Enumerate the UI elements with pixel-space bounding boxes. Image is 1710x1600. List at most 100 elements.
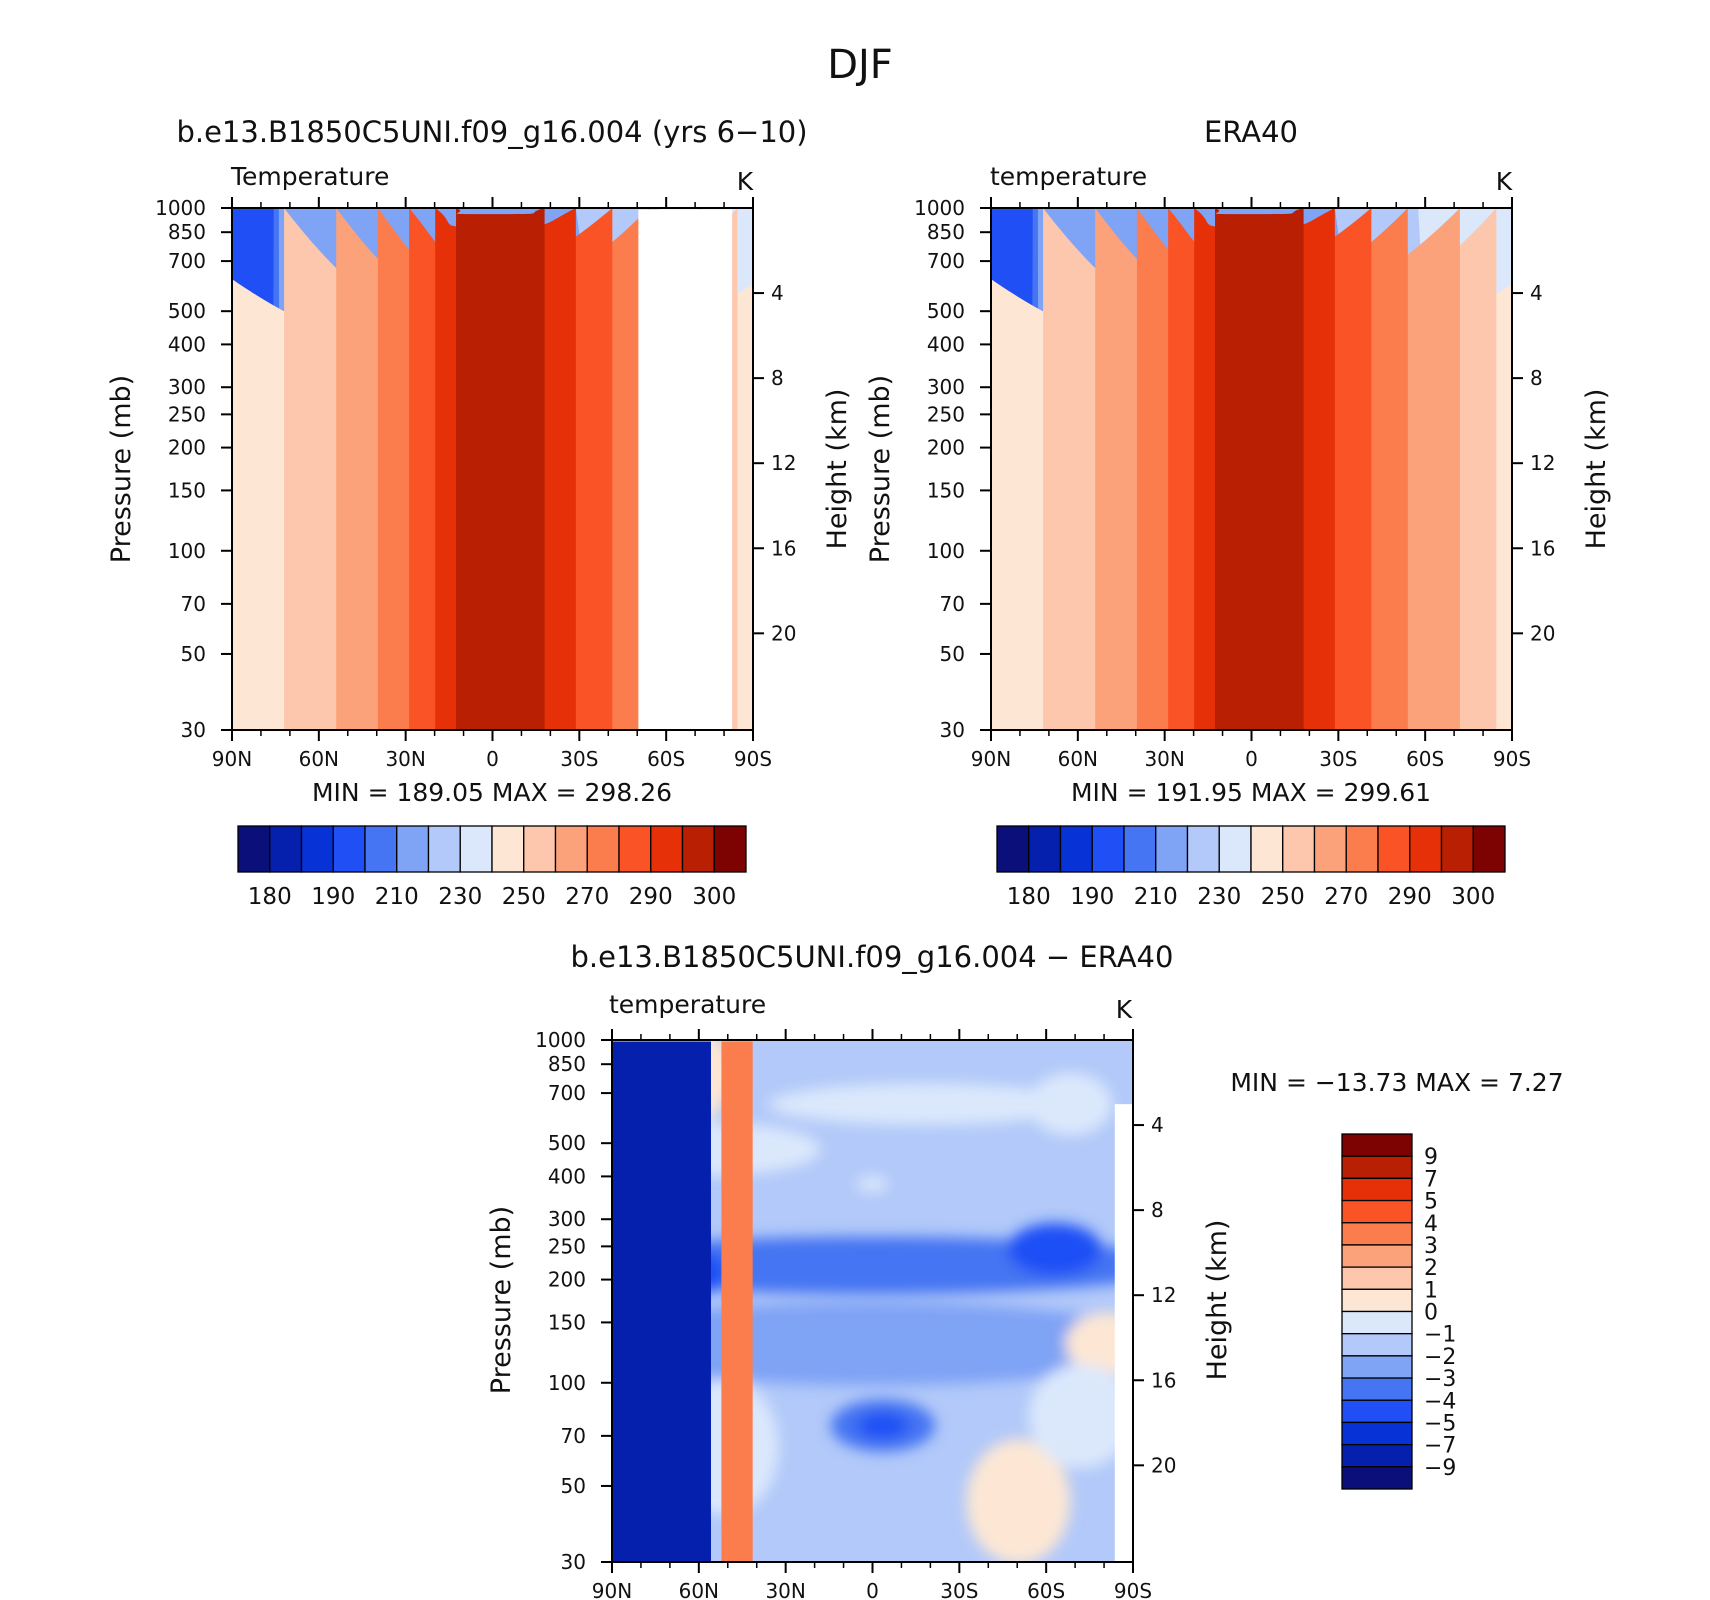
contour-field (232, 208, 753, 730)
x-tick-label: 60N (679, 1579, 719, 1600)
contour-band (1007, 1223, 1102, 1276)
y2-tick-label: 12 (1530, 451, 1555, 475)
colorbar-swatch (427, 825, 461, 873)
y-tick-label: 250 (548, 1234, 586, 1258)
y-axis-label: Pressure (mb) (106, 375, 137, 563)
y2-tick-label: 20 (1151, 1453, 1176, 1477)
y-tick-label: 1000 (535, 1028, 586, 1052)
units-label: K (1116, 995, 1133, 1024)
x-tick-label: 60S (647, 747, 685, 771)
colorbar-swatch (586, 825, 620, 873)
colorbar-swatch (1059, 825, 1093, 873)
colorbar-label: 3 (1424, 1234, 1438, 1259)
x-tick-label: 30S (1319, 747, 1357, 771)
colorbar-label: −3 (1424, 1367, 1456, 1392)
y-tick-label: 70 (181, 592, 206, 616)
colorbar-label: 270 (565, 884, 609, 910)
colorbar-swatch (1341, 1421, 1413, 1446)
y-tick-label: 700 (548, 1081, 586, 1105)
y-tick-label: 30 (181, 718, 206, 742)
y-tick-label: 150 (927, 478, 965, 502)
colorbar-label: −9 (1424, 1456, 1456, 1481)
colorbar-swatch (713, 825, 747, 873)
colorbar-swatch (332, 825, 366, 873)
colorbar-label: 9 (1424, 1145, 1438, 1170)
contour-band (856, 1412, 909, 1439)
colorbar-swatch (364, 825, 398, 873)
y2-tick-label: 8 (1151, 1198, 1164, 1222)
figure-title: DJF (827, 42, 893, 88)
contour-band (1215, 208, 1304, 730)
x-tick-label: 90S (1493, 747, 1531, 771)
units-label: K (1496, 167, 1513, 196)
colorbar-swatch (1377, 825, 1411, 873)
colorbar-label: 0 (1424, 1301, 1438, 1326)
colorbar-label: 5 (1424, 1190, 1438, 1215)
colorbar-label: 230 (438, 884, 482, 910)
y2-tick-label: 4 (771, 281, 784, 305)
y-tick-label: 100 (927, 539, 965, 563)
x-tick-label: 30N (1144, 747, 1184, 771)
y-tick-label: 150 (548, 1310, 586, 1334)
y2-axis-label: Height (km) (1202, 1220, 1233, 1381)
colorbar-label: 250 (1261, 884, 1305, 910)
colorbar-swatch (1341, 1355, 1413, 1379)
panel-title: b.e13.B1850C5UNI.f09_g16.004 (yrs 6−10) (176, 115, 807, 149)
contour-field (612, 1040, 1133, 1562)
colorbar-label: 300 (692, 884, 736, 910)
colorbar-label: −4 (1424, 1389, 1456, 1414)
colorbar-label: 210 (1134, 884, 1178, 910)
colorbar-label: 180 (1007, 884, 1051, 910)
colorbar-swatch (1341, 1377, 1413, 1401)
x-tick-label: 90S (734, 747, 772, 771)
axes: 90N 60N 30N 0 30S 60S 90S 30 50 70 100 150 200 250 300… (914, 196, 1555, 771)
y-tick-label: 50 (181, 642, 206, 666)
y-tick-label: 50 (561, 1474, 586, 1498)
x-tick-label: 90S (1114, 1579, 1152, 1600)
units-label: K (737, 167, 754, 196)
y-tick-label: 300 (927, 375, 965, 399)
colorbar-swatch (1341, 1399, 1413, 1424)
y2-tick-label: 4 (1530, 281, 1543, 305)
y-tick-label: 400 (168, 332, 206, 356)
y-axis-label: Pressure (mb) (486, 1206, 517, 1394)
x-tick-label: 0 (1245, 747, 1258, 771)
y2-tick-label: 20 (771, 621, 796, 645)
colorbar-swatch (681, 825, 715, 873)
colorbar-swatch (1091, 825, 1125, 873)
colorbar-label: −2 (1424, 1345, 1456, 1370)
colorbar-swatch (1341, 1133, 1413, 1157)
axes: 90N 60N 30N 0 30S 60S 90S 30 50 70 100 150 200 250 300… (155, 196, 796, 771)
contour-band (456, 208, 545, 730)
x-tick-label: 0 (866, 1579, 879, 1600)
panel-difference: b.e13.B1850C5UNI.f09_g16.004 − ERA40 tem… (486, 940, 1564, 1600)
colorbar-label: 7 (1424, 1167, 1438, 1192)
colorbar-swatch (1341, 1288, 1413, 1313)
y-tick-label: 250 (927, 402, 965, 426)
y-tick-label: 700 (168, 249, 206, 273)
panel-title: b.e13.B1850C5UNI.f09_g16.004 − ERA40 (571, 940, 1174, 974)
y-tick-label: 300 (548, 1207, 586, 1231)
colorbar-swatch (1218, 825, 1252, 873)
colorbar-label: −1 (1424, 1323, 1456, 1348)
colorbar-swatch (1345, 825, 1379, 873)
panel-title: ERA40 (1204, 115, 1298, 149)
y2-axis-label: Height (km) (1581, 389, 1612, 550)
panel-subtitle: temperature (609, 990, 766, 1019)
y2-tick-label: 8 (771, 366, 784, 390)
x-tick-label: 30N (385, 747, 425, 771)
colorbar-swatch (1313, 825, 1347, 873)
contour-field (991, 208, 1512, 730)
y2-tick-label: 12 (1151, 1283, 1176, 1307)
colorbar-swatch (1341, 1333, 1413, 1357)
colorbar-swatch (491, 825, 525, 873)
y-tick-label: 500 (168, 299, 206, 323)
colorbar-swatch (269, 825, 303, 873)
colorbar-swatch (1341, 1466, 1413, 1490)
colorbar-swatch (1341, 1222, 1413, 1246)
x-tick-label: 30N (765, 1579, 805, 1600)
x-tick-label: 30S (560, 747, 598, 771)
y-tick-label: 400 (548, 1164, 586, 1188)
x-tick-label: 60S (1406, 747, 1444, 771)
